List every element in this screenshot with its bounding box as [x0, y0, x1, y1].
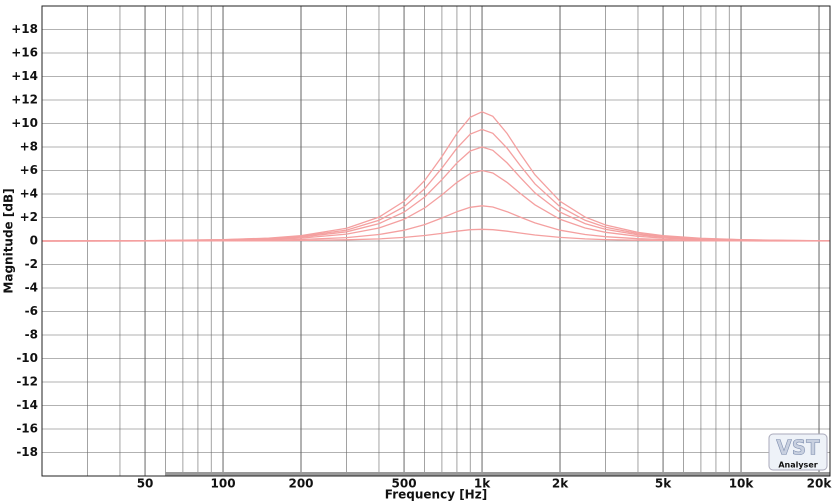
x-tick-label: 50 — [137, 477, 154, 491]
x-axis-label: Frequency [Hz] — [385, 488, 487, 502]
x-tick-label: 500 — [392, 477, 417, 491]
y-tick-label: 0 — [30, 234, 38, 248]
y-tick-label: +12 — [11, 93, 38, 107]
response-line — [41, 111, 831, 242]
scroll-bar — [165, 472, 830, 476]
plot-frame — [41, 5, 831, 477]
y-tick-label: +2 — [20, 210, 38, 224]
x-tick-label: 10k — [729, 477, 755, 491]
x-tick-label: 200 — [288, 477, 313, 491]
y-tick-label: -2 — [25, 257, 38, 271]
y-tick-label: +10 — [11, 116, 38, 130]
y-tick-label: -10 — [16, 351, 38, 365]
logo-box — [768, 433, 828, 471]
x-tick-label: 5k — [655, 477, 672, 491]
x-tick-label: 2k — [552, 477, 569, 491]
y-axis-label: Magnitude [dB] — [2, 188, 16, 293]
response-line — [41, 128, 831, 242]
grid — [42, 6, 830, 476]
x-tick-label: 100 — [211, 477, 236, 491]
y-tick-label: -14 — [16, 398, 38, 412]
y-tick-label: -12 — [16, 375, 38, 389]
y-tick-label: +16 — [11, 46, 38, 60]
y-tick-label: +4 — [20, 187, 38, 201]
lines — [41, 111, 831, 242]
y-tick-label: -6 — [25, 304, 38, 318]
y-tick-label: -8 — [25, 328, 38, 342]
x-tick-label: 20k — [807, 477, 833, 491]
response-line — [42, 228, 830, 242]
y-tick-label: +18 — [11, 22, 38, 36]
y-tick-label: +14 — [11, 69, 38, 83]
response-line — [41, 169, 831, 242]
y-tick-label: -18 — [16, 445, 38, 459]
x-tick-label: 1k — [474, 477, 491, 491]
y-tick-label: -4 — [25, 281, 38, 295]
response-line — [41, 205, 830, 242]
logo: VST Analyser — [768, 433, 828, 471]
y-tick-label: +8 — [20, 140, 38, 154]
logo-title: VST — [776, 436, 820, 460]
y-tick-label: +6 — [20, 163, 38, 177]
response-line — [41, 146, 831, 242]
y-tick-label: -16 — [16, 422, 38, 436]
logo-subtitle: Analyser — [778, 461, 817, 470]
